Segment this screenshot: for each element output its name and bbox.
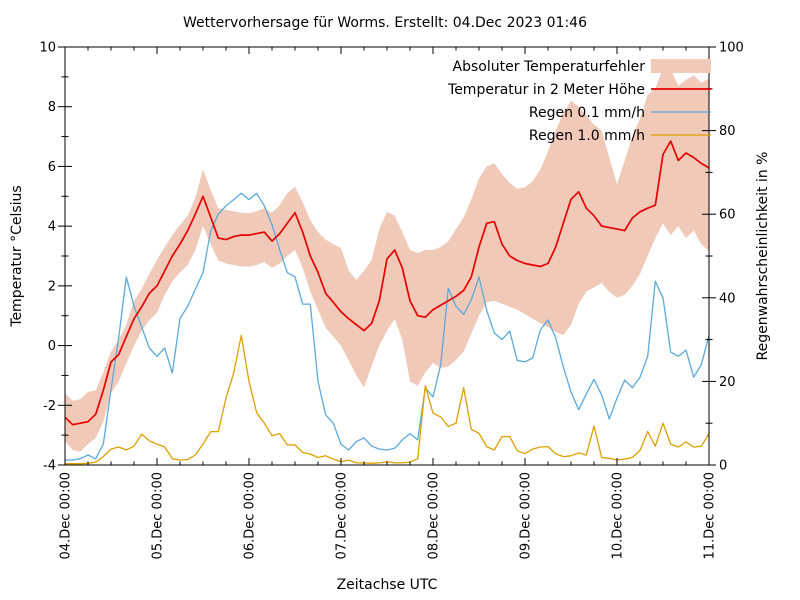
y-right-tick-label: 40	[719, 291, 736, 306]
y-left-tick-label: 8	[48, 100, 56, 115]
rain-0p1-line	[65, 192, 710, 461]
y-left-tick-label: 10	[39, 41, 56, 56]
x-tick-label: 06.Dec 00:00	[243, 472, 258, 559]
y-right-tick-label: 80	[719, 124, 736, 139]
legend-band-swatch	[651, 59, 711, 73]
legend-label: Absoluter Temperaturfehler	[453, 59, 646, 75]
y-right-tick-label: 100	[719, 41, 744, 56]
y-left-tick-label: 6	[48, 160, 56, 175]
legend-label: Regen 1.0 mm/h	[529, 128, 645, 144]
x-tick-label: 05.Dec 00:00	[151, 472, 166, 559]
x-tick-label: 11.Dec 00:00	[703, 472, 718, 559]
y-left-tick-label: 0	[48, 339, 56, 354]
rain-1p0-line	[65, 334, 710, 465]
y-left-tick-label: 2	[48, 279, 56, 294]
x-tick-label: 08.Dec 00:00	[427, 472, 442, 559]
legend: Absoluter Temperaturfehler Temperatur in …	[447, 59, 711, 144]
legend-label: Regen 0.1 mm/h	[529, 105, 645, 121]
x-tick-label: 07.Dec 00:00	[335, 472, 350, 559]
x-tick-label: 09.Dec 00:00	[519, 472, 534, 559]
y-axis-left-title: Temperatur °Celsius	[9, 185, 25, 327]
x-tick-label: 04.Dec 00:00	[59, 472, 74, 559]
x-axis-title: Zeitachse UTC	[337, 577, 438, 593]
y-right-tick-label: 20	[719, 375, 736, 390]
temperature-line	[64, 140, 710, 426]
y-left-tick-label: 4	[48, 220, 56, 235]
y-left-tick-label: -4	[43, 459, 56, 474]
legend-label: Temperatur in 2 Meter Höhe	[447, 82, 645, 98]
x-tick-label: 10.Dec 00:00	[611, 472, 626, 559]
y-right-tick-label: 0	[719, 459, 727, 474]
y-axis-right-title: Regenwahrscheinlichkeit in %	[755, 152, 771, 361]
y-left-tick-label: -2	[43, 399, 56, 414]
y-right-tick-label: 60	[719, 208, 736, 223]
chart-title: Wettervorhersage für Worms. Erstellt: 04…	[183, 15, 587, 31]
